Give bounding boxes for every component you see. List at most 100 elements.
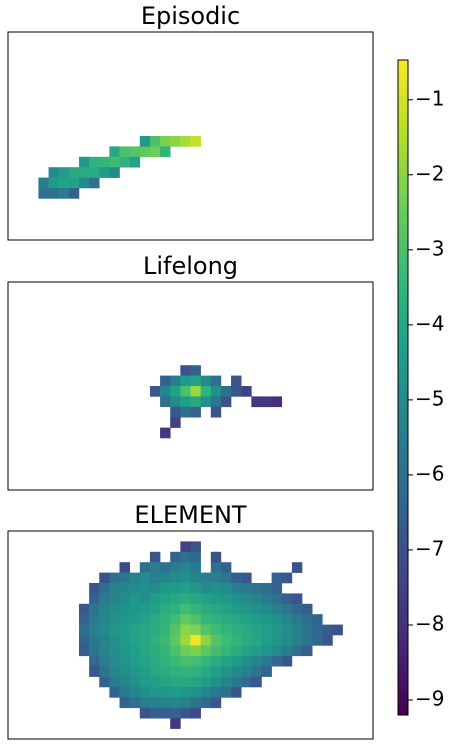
heatmap-cell (220, 676, 232, 688)
heatmap-cell (271, 614, 283, 625)
heatmap-cell (220, 572, 232, 584)
heatmap-cell (170, 676, 181, 688)
heatmap-cell (180, 645, 191, 657)
heatmap-cell (68, 177, 80, 189)
heatmap-cell (271, 572, 283, 584)
heatmap-cell (220, 562, 232, 573)
heatmap-cell (109, 635, 120, 646)
heatmap-cell (58, 188, 70, 199)
heatmap-cell (210, 396, 222, 408)
heatmap-cell (312, 635, 323, 646)
heatmap-cell (200, 697, 212, 709)
heatmap-cell (149, 645, 161, 657)
heatmap-cell (200, 666, 212, 677)
heatmap-cell (129, 572, 141, 584)
heatmap-cell (119, 603, 130, 615)
heatmap-cell (302, 603, 313, 615)
heatmap-cell (180, 365, 191, 376)
heatmap-cell (241, 635, 252, 646)
heatmap-cell (170, 624, 181, 636)
heatmap-cell (220, 666, 232, 677)
heatmap-cell (160, 562, 171, 573)
heatmap-cell (139, 614, 151, 625)
heatmap-cell (109, 167, 120, 178)
heatmap-cell (180, 572, 191, 584)
heatmap-cell (149, 146, 161, 158)
heatmap-cell (99, 624, 110, 636)
heatmap-cell (48, 167, 59, 178)
heatmap-cell (109, 655, 120, 667)
heatmap-cell (251, 655, 262, 667)
heatmap-cell (119, 635, 130, 646)
heatmap-cell (109, 583, 120, 594)
heatmap-cell (180, 697, 191, 709)
heatmap-cell (241, 583, 252, 594)
heatmap-cell (149, 614, 161, 625)
heatmap-cell (231, 593, 242, 605)
heatmap-cell (109, 593, 120, 605)
heatmap-cell (99, 666, 110, 677)
heatmap-cell (160, 375, 171, 387)
heatmap-cell (210, 593, 222, 605)
heatmap-cell (170, 666, 181, 677)
heatmap-cell (109, 572, 120, 584)
heatmap-cell (281, 593, 293, 605)
heatmap-cell (160, 655, 171, 667)
heatmap-cell (129, 666, 141, 677)
heatmap-cell (170, 136, 181, 147)
heatmap-cell (139, 583, 151, 594)
heatmap-cell (291, 645, 303, 657)
heatmap-cell (251, 645, 262, 657)
heatmap-cell (180, 687, 191, 698)
heatmap-cell (119, 146, 130, 158)
heatmap-cell (99, 635, 110, 646)
heatmap-cell (99, 156, 110, 168)
heatmap-cell (251, 666, 262, 677)
heatmap-cell (89, 624, 100, 636)
heatmap-cell (251, 624, 262, 636)
heatmap-cell (251, 635, 262, 646)
heatmap-cell (190, 136, 201, 147)
heatmap-cell (149, 562, 161, 573)
heatmap-cell (170, 375, 181, 387)
heatmap-cell (281, 603, 293, 615)
heatmap-cell (190, 676, 201, 688)
heatmap-cell (78, 156, 90, 168)
heatmap-cell (139, 666, 151, 677)
heatmap-cell (210, 386, 222, 397)
heatmap-cell (200, 375, 212, 387)
colorbar-tick-label: −3 (415, 236, 444, 260)
heatmap-cell (261, 583, 272, 594)
heatmap-cell (160, 396, 171, 408)
heatmap-cell (190, 697, 201, 709)
heatmap-cell (261, 655, 272, 667)
heatmap-cell (231, 687, 242, 698)
heatmap-cell (99, 603, 110, 615)
heatmap-cell (291, 614, 303, 625)
heatmap-cell (129, 156, 141, 168)
heatmap-cell (291, 624, 303, 636)
heatmap-cell (200, 676, 212, 688)
heatmap-cell (190, 583, 201, 594)
heatmap-cell (210, 697, 222, 709)
heatmap-cell (231, 583, 242, 594)
heatmap-cell (109, 676, 120, 688)
heatmap-cell (322, 635, 333, 646)
heatmap-cell (291, 635, 303, 646)
heatmap-cell (149, 603, 161, 615)
heatmap-cell (281, 572, 293, 584)
heatmap-cell (220, 645, 232, 657)
heatmap-cell (139, 687, 151, 698)
heatmap-cell (220, 635, 232, 646)
heatmap-cell (99, 655, 110, 667)
heatmap-cell (190, 603, 201, 615)
heatmap-cell (180, 603, 191, 615)
heatmap-cell (170, 645, 181, 657)
heatmap-cell (149, 697, 161, 709)
heatmap-cell (271, 635, 283, 646)
colorbar-tick-label: −1 (415, 86, 444, 110)
heatmap-cell (58, 167, 70, 178)
heatmap-cell (180, 666, 191, 677)
heatmap-cell (48, 177, 59, 189)
heatmap-cell (78, 645, 90, 657)
